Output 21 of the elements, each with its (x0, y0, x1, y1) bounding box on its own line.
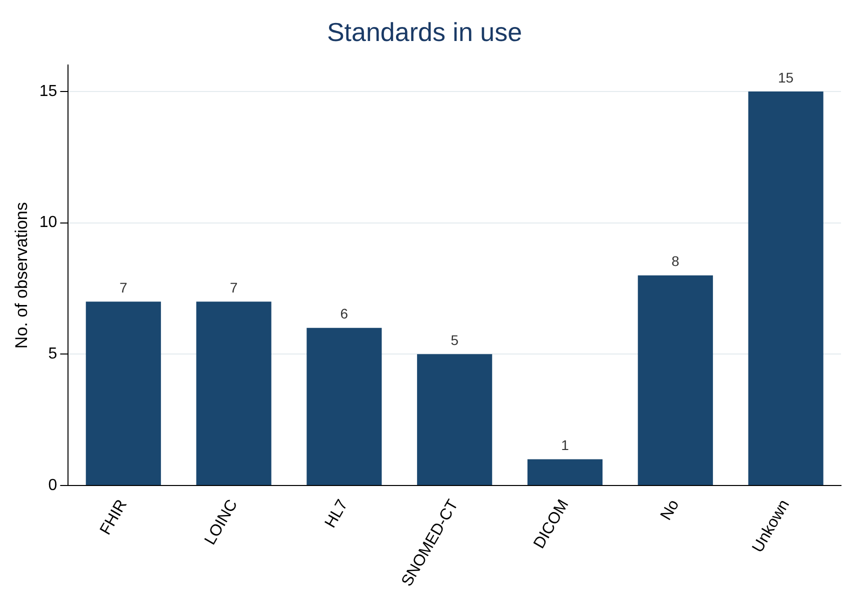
data-label: 7 (230, 279, 238, 296)
bar (638, 275, 713, 485)
bar (86, 302, 161, 485)
y-tick-label: 0 (48, 476, 58, 494)
x-tick-label: No (658, 496, 683, 524)
chart-title: Standards in use (326, 16, 522, 47)
data-label: 15 (778, 69, 794, 86)
y-tick-label: 15 (39, 82, 58, 100)
bar (196, 302, 272, 485)
data-label: 1 (561, 437, 570, 454)
data-label: 6 (340, 306, 348, 322)
y-tick-label: 10 (39, 214, 58, 232)
data-label: 5 (450, 332, 459, 348)
y-tick-label: 5 (48, 346, 58, 363)
data-label: 7 (120, 279, 128, 296)
data-label: 8 (672, 253, 680, 270)
y-axis-title: No. of observations (12, 202, 31, 349)
bar (306, 328, 382, 485)
bar (527, 459, 603, 485)
bar (748, 91, 824, 485)
bar (417, 354, 492, 485)
